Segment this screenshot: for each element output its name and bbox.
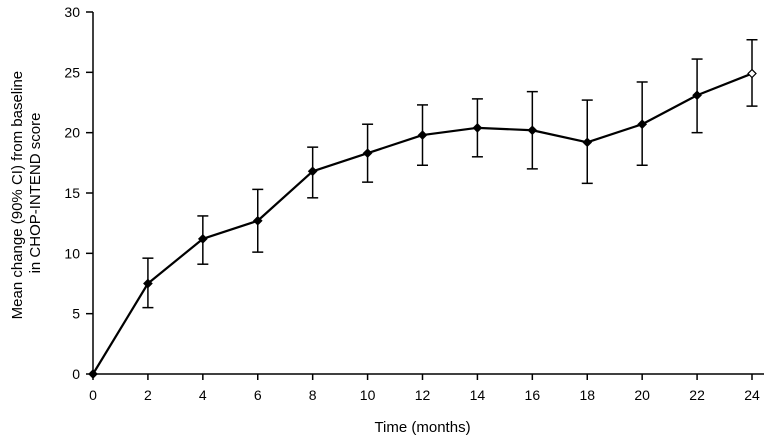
data-point: [472, 122, 483, 133]
x-tick-label: 8: [309, 387, 317, 403]
error-bars: [142, 39, 758, 309]
data-point: [747, 68, 757, 79]
y-tick-label: 25: [64, 64, 80, 80]
data-markers: [88, 68, 757, 379]
data-point: [143, 278, 153, 289]
x-tick-label: 22: [689, 387, 705, 403]
y-tick-label: 15: [64, 185, 80, 201]
x-ticks: 0 2 4 6 8 10 12 14 16 18 20 22 24: [89, 374, 760, 403]
y-ticks: 0 5 10 15 20 25 30: [64, 4, 93, 382]
y-tick-label: 30: [64, 4, 80, 20]
x-tick-label: 0: [89, 387, 97, 403]
data-point: [362, 148, 373, 159]
x-axis-title: Time (months): [374, 419, 470, 436]
x-tick-label: 16: [525, 387, 541, 403]
x-tick-label: 12: [415, 387, 431, 403]
y-axis-title-line-2: in CHOP-INTEND score: [27, 113, 44, 274]
x-tick-label: 2: [144, 387, 152, 403]
y-axis-title-line-1: Mean change (90% CI) from baseline: [9, 71, 26, 319]
x-tick-label: 20: [634, 387, 650, 403]
data-point: [417, 130, 428, 140]
y-tick-label: 0: [72, 366, 80, 382]
data-point: [637, 119, 648, 130]
data-point: [307, 166, 318, 177]
x-tick-label: 18: [579, 387, 595, 403]
y-tick-label: 5: [72, 306, 80, 322]
y-axis-title: Mean change (90% CI) from baseline in CH…: [9, 67, 44, 320]
data-point: [252, 215, 263, 226]
x-tick-label: 6: [254, 387, 262, 403]
data-point: [527, 125, 538, 136]
x-tick-label: 10: [360, 387, 376, 403]
y-tick-label: 10: [64, 245, 80, 261]
y-tick-label: 20: [64, 125, 80, 141]
x-tick-label: 14: [470, 387, 486, 403]
axes: [92, 12, 764, 375]
data-point: [88, 369, 98, 379]
data-point: [582, 137, 593, 148]
data-point: [692, 90, 702, 101]
data-point: [197, 234, 208, 244]
x-tick-label: 4: [199, 387, 207, 403]
x-tick-label: 24: [744, 387, 760, 403]
